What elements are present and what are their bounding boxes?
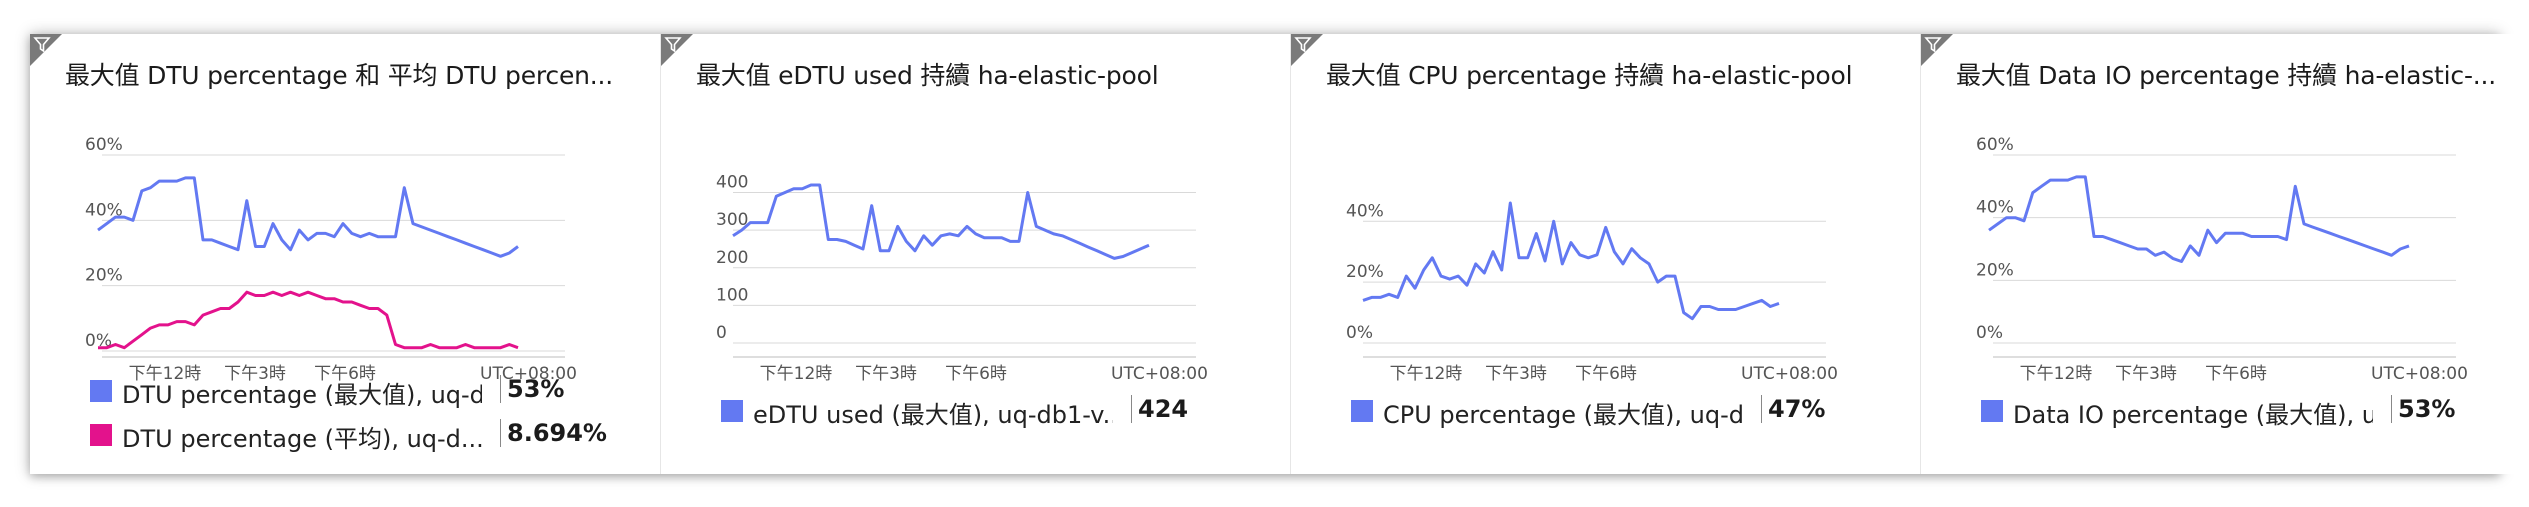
chart-tile-4[interactable]: 最大值 Data IO percentage 持續 ha-elastic-...… xyxy=(1920,34,2529,474)
y-tick-label: 200 xyxy=(716,248,748,268)
legend-swatch xyxy=(1981,400,2003,422)
y-tick-label: 20% xyxy=(1346,262,1384,282)
y-tick-label: 40% xyxy=(1346,201,1384,221)
line-chart: 40% 20% 0% 下午12時 下午3時 下午6時 UTC+08:00 xyxy=(1346,201,1838,384)
legend-label: CPU percentage (最大值), uq-d... xyxy=(1383,401,1743,429)
legend-item[interactable]: Data IO percentage (最大值), u... 53% xyxy=(1981,390,2529,434)
timezone-label: UTC+08:00 xyxy=(480,364,577,384)
x-tick-label: 下午3時 xyxy=(855,364,917,384)
legend-label: DTU percentage (最大值), uq-d... xyxy=(122,381,482,409)
legend-swatch xyxy=(90,380,112,402)
legend-item[interactable]: DTU percentage (最大值), uq-d... 53% xyxy=(90,370,650,414)
chart-legend: Data IO percentage (最大值), u... 53% xyxy=(1981,390,2529,434)
legend-swatch xyxy=(1351,400,1373,422)
dashboard-tile-strip: 最大值 DTU percentage 和 平均 DTU percen... 60%… xyxy=(30,33,2529,474)
legend-swatch xyxy=(721,400,743,422)
chart-tile-2[interactable]: 最大值 eDTU used 持續 ha-elastic-pool 400 300 20… xyxy=(660,34,1286,474)
y-tick-label: 0% xyxy=(1346,323,1373,343)
y-tick-label: 100 xyxy=(716,285,748,305)
legend-value: 47% xyxy=(1761,395,1825,423)
tile-title[interactable]: 最大值 CPU percentage 持續 ha-elastic-pool xyxy=(1326,61,1853,90)
series-line-1[interactable] xyxy=(1362,201,1780,321)
timezone-label: UTC+08:00 xyxy=(1741,364,1838,384)
chart-legend: CPU percentage (最大值), uq-d... 47% xyxy=(1351,390,1911,434)
y-tick-label: 40% xyxy=(1976,198,2014,218)
tile-title[interactable]: 最大值 DTU percentage 和 平均 DTU percen... xyxy=(65,61,614,90)
y-tick-label: 40% xyxy=(85,200,123,220)
legend-value: 424 xyxy=(1131,395,1188,423)
series-line-2[interactable] xyxy=(98,290,519,350)
legend-value: 8.694% xyxy=(500,419,607,447)
line-chart: 60% 40% 20% 0% 下午12時 下午3時 下午6時 UTC+08:00 xyxy=(85,135,577,384)
legend-label: eDTU used (最大值), uq-db1-v... xyxy=(753,401,1113,429)
legend-value: 53% xyxy=(2391,395,2455,423)
filter-icon xyxy=(664,37,682,53)
y-tick-label: 300 xyxy=(716,210,748,230)
line-chart: 400 300 200 100 0 下午12時 下午3時 下午6時 UTC+08:00 xyxy=(716,173,1208,384)
x-tick-label: 下午12時 xyxy=(2020,364,2093,384)
x-tick-label: 下午6時 xyxy=(1575,364,1637,384)
filter-icon xyxy=(1924,37,1942,53)
y-tick-label: 0% xyxy=(85,331,112,351)
filter-icon xyxy=(1294,37,1312,53)
tile-title[interactable]: 最大值 eDTU used 持續 ha-elastic-pool xyxy=(696,61,1159,90)
y-tick-label: 60% xyxy=(85,135,123,155)
y-tick-label: 0 xyxy=(716,323,727,343)
tile-title[interactable]: 最大值 Data IO percentage 持續 ha-elastic-... xyxy=(1956,61,2497,90)
legend-swatch xyxy=(90,424,112,446)
x-tick-label: 下午3時 xyxy=(2115,364,2177,384)
series-line-1[interactable] xyxy=(97,176,519,258)
legend-value: 53% xyxy=(500,375,564,403)
legend-item[interactable]: DTU percentage (平均), uq-d... 8.694% xyxy=(90,414,650,458)
series-line-1[interactable] xyxy=(1988,175,2410,263)
y-tick-label: 400 xyxy=(716,173,748,193)
x-tick-label: 下午6時 xyxy=(945,364,1007,384)
timezone-label: UTC+08:00 xyxy=(1111,364,1208,384)
y-tick-label: 60% xyxy=(1976,135,2014,155)
legend-item[interactable]: CPU percentage (最大值), uq-d... 47% xyxy=(1351,390,1911,434)
y-tick-label: 20% xyxy=(85,266,123,286)
x-tick-label: 下午12時 xyxy=(1390,364,1463,384)
line-chart: 60% 40% 20% 0% 下午12時 下午3時 下午6時 UTC+08:00 xyxy=(1976,135,2468,384)
timezone-label: UTC+08:00 xyxy=(2371,364,2468,384)
x-tick-label: 下午12時 xyxy=(760,364,833,384)
x-tick-label: 下午12時 xyxy=(129,364,202,384)
chart-legend: eDTU used (最大值), uq-db1-v... 424 xyxy=(721,390,1281,434)
legend-item[interactable]: eDTU used (最大值), uq-db1-v... 424 xyxy=(721,390,1281,434)
chart-tile-3[interactable]: 最大值 CPU percentage 持續 ha-elastic-pool 40%… xyxy=(1290,34,1916,474)
x-tick-label: 下午3時 xyxy=(224,364,286,384)
x-tick-label: 下午6時 xyxy=(2205,364,2267,384)
x-tick-label: 下午3時 xyxy=(1485,364,1547,384)
chart-legend: DTU percentage (最大值), uq-d... 53% DTU perc… xyxy=(90,370,650,458)
chart-tile-1[interactable]: 最大值 DTU percentage 和 平均 DTU percen... 60%… xyxy=(30,34,655,474)
legend-label: DTU percentage (平均), uq-d... xyxy=(122,425,482,453)
y-tick-label: 20% xyxy=(1976,260,2014,280)
x-tick-label: 下午6時 xyxy=(314,364,376,384)
filter-icon xyxy=(33,37,51,53)
series-line-1[interactable] xyxy=(732,183,1150,260)
y-tick-label: 0% xyxy=(1976,323,2003,343)
legend-label: Data IO percentage (最大值), u... xyxy=(2013,401,2373,429)
